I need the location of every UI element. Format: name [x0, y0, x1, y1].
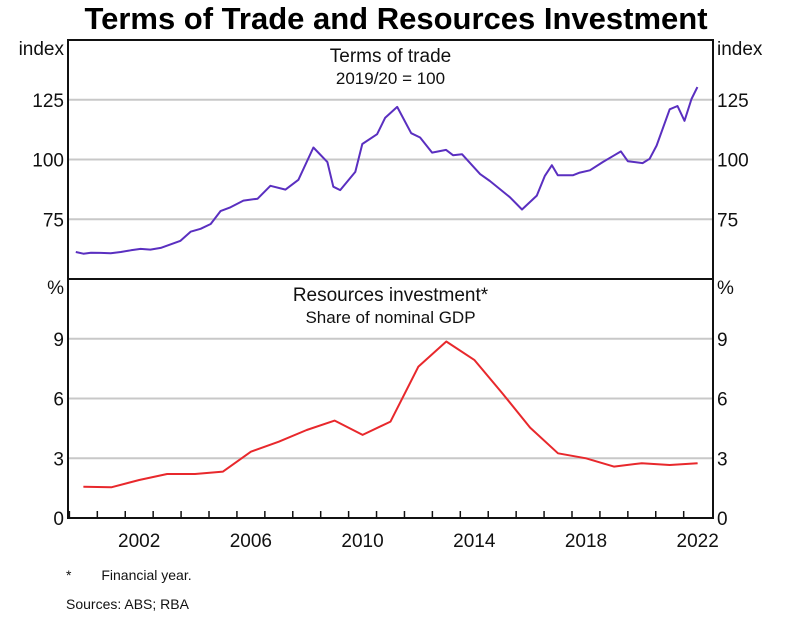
y-tick-label-right: 0 [717, 509, 728, 530]
panel-subtitle: Share of nominal GDP [305, 308, 475, 327]
y-unit-label-left: % [47, 278, 64, 299]
chart-title: Terms of Trade and Resources Investment [84, 1, 708, 36]
y-tick-label-left: 125 [32, 91, 64, 112]
y-unit-label-left: index [19, 39, 65, 60]
x-tick-label: 2010 [341, 531, 383, 552]
x-tick-label: 2022 [677, 531, 719, 552]
panel-title: Terms of trade [330, 46, 451, 67]
terms-of-trade-panel: 75 75 100 100 125 125 index index Terms of trade… [19, 39, 763, 255]
x-axis: 2002 2006 2010 2014 2018 2022 [68, 511, 719, 552]
panel-title: Resources investment* [293, 285, 489, 306]
resources-investment-line [83, 340, 698, 489]
footnote-financial-year: * Financial year. [66, 567, 192, 583]
x-tick-label: 2018 [565, 531, 607, 552]
y-tick-label-left: 3 [53, 449, 64, 470]
panel-subtitle: 2019/20 = 100 [336, 69, 445, 88]
y-tick-label-right: 100 [717, 151, 749, 172]
footnote-star: * [66, 567, 72, 583]
resources-investment-panel: 0 0 3 3 6 6 9 9% % Resources investment* Share of … [47, 278, 734, 530]
y-unit-label-right: % [717, 278, 734, 299]
y-tick-label-right: 75 [717, 210, 738, 231]
footnote-text: Financial year. [101, 567, 192, 583]
x-tick-label: 2002 [118, 531, 160, 552]
y-tick-label-right: 6 [717, 390, 728, 411]
y-tick-label-right: 125 [717, 91, 749, 112]
y-tick-label-left: 75 [43, 210, 64, 231]
y-unit-label-right: index [717, 39, 763, 60]
y-tick-label-right: 9 [717, 330, 728, 351]
y-tick-label-left: 6 [53, 390, 64, 411]
y-tick-label-left: 100 [32, 151, 64, 172]
x-tick-label: 2014 [453, 531, 496, 552]
x-tick-label: 2006 [230, 531, 272, 552]
y-tick-label-right: 3 [717, 449, 728, 470]
terms-of-trade-line [75, 86, 699, 255]
y-tick-label-left: 9 [53, 330, 64, 351]
sources-note: Sources: ABS; RBA [66, 596, 189, 612]
y-tick-label-left: 0 [53, 509, 64, 530]
